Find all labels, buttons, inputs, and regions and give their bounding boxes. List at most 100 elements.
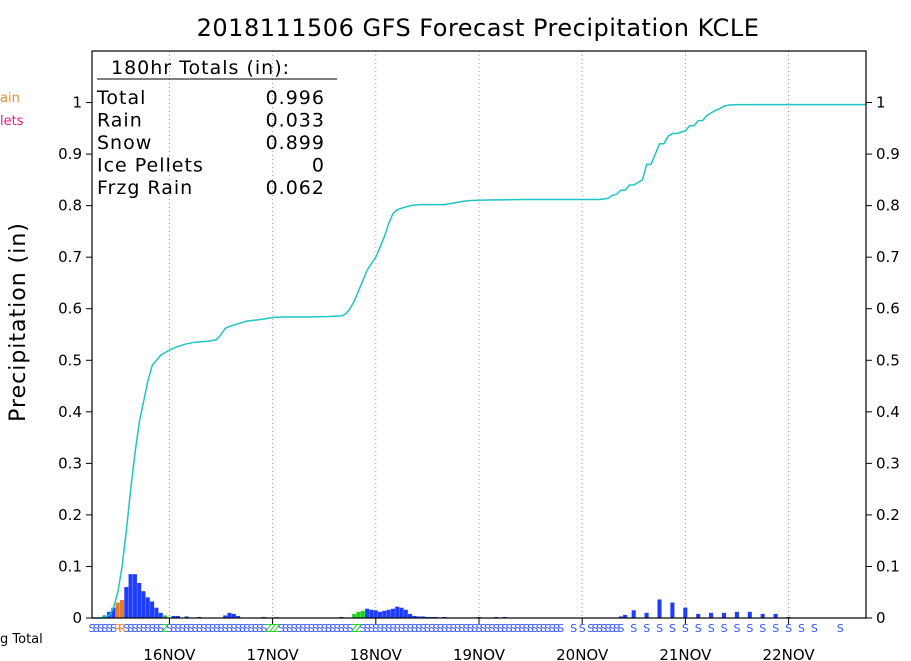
ptype-snow-label: S [656,622,663,635]
precip-bar [141,591,146,618]
ptype-snow-label: S [192,622,199,635]
ptype-snow-label: S [411,622,418,635]
y-tick-label-right: 0 [876,609,886,627]
ptype-snow-label: S [179,622,186,635]
precip-bar [356,611,361,618]
ptype-snow-label: S [617,622,624,635]
ptype-rain-label: R [118,622,126,635]
precip-bar [360,610,365,618]
precip-bar [670,602,675,618]
ptype-snow-label: S [209,622,216,635]
totals-row-label: Total [96,87,146,109]
precip-bar [399,607,404,618]
ptype-snow-label: S [286,622,293,635]
ptype-snow-label: S [243,622,250,635]
ptype-snow-label: S [153,622,160,635]
precip-bar [403,609,408,618]
ptype-snow-label: S [175,622,182,635]
ptype-snow-label: S [377,622,384,635]
precip-bar [683,607,688,618]
precip-bar [747,611,752,618]
ptype-snow-label: S [101,622,108,635]
y-tick-label-left: 0.9 [58,145,82,163]
precip-bar [223,615,228,618]
ptype-snow-label: S [540,622,547,635]
ptype-snow-label: S [359,622,366,635]
precip-bar [115,602,120,618]
x-tick-label: 19NOV [453,646,506,661]
precip-bar [145,597,150,618]
ptype-snow-label: S [368,622,375,635]
y-tick-label-left: 0.8 [58,197,82,215]
ptype-snow-label: S [196,622,203,635]
y-tick-label-left: 0.2 [58,506,82,524]
ptype-snow-label: S [811,622,818,635]
ptype-snow-label: S [587,622,594,635]
ptype-snow-label: S [205,622,212,635]
ptype-snow-label: S [746,622,753,635]
ptype-snow-label: S [402,622,409,635]
totals-row-value: 0 [312,155,325,177]
ptype-snow-label: S [329,622,336,635]
ptype-snow-label: S [682,622,689,635]
totals-row-label: Rain [97,110,143,132]
ptype-snow-label: S [463,622,470,635]
precip-bar [150,601,155,618]
x-tick-label: 18NOV [350,646,403,661]
totals-row-value: 0.062 [266,177,325,199]
ptype-snow-label: S [170,622,177,635]
ptype-snow-label: S [506,622,513,635]
ptype-snow-label: S [157,622,164,635]
ptype-snow-label: S [183,622,190,635]
totals-box: 180hr Totals (in): Total 0.996 Rain 0.033 Sn… [96,57,337,199]
hourly-bars [102,574,791,618]
ptype-snow-label: S [592,622,599,635]
ptype-frzg-label: Z [265,622,273,635]
precip-bar [119,599,125,618]
ptype-snow-label: S [467,622,474,635]
precip-bar [171,615,176,618]
ptype-snow-label: S [248,622,255,635]
y-tick-label-right: 0.4 [876,403,900,421]
precip-bar [657,599,662,618]
ptype-snow-label: S [166,622,173,635]
ptype-snow-label: S [643,622,650,635]
precip-bar [416,616,421,618]
precip-bar [227,612,232,618]
ptype-snow-label: S [140,622,147,635]
ptype-snow-label: S [394,622,401,635]
y-axis-left: 0 0.1 0.2 0.3 0.4 0.5 0.6 0.7 0.8 0.9 1 [58,94,92,627]
ptype-snow-label: S [798,622,805,635]
precip-bar [709,612,714,618]
precip-bar [395,606,400,618]
precip-bar [412,615,417,618]
ptype-snow-label: S [218,622,225,635]
y-tick-label-right: 0.2 [876,506,900,524]
ptype-snow-label: S [445,622,452,635]
precip-bar [365,608,370,618]
ptype-snow-label: S [441,622,448,635]
ptype-snow-label: S [721,622,728,635]
ptype-snow-label: S [484,622,491,635]
ptype-snow-label: S [144,622,151,635]
ptype-snow-label: S [291,622,298,635]
ptype-snow-label: S [544,622,551,635]
precip-bar [644,612,649,618]
totals-row-value: 0.033 [266,110,325,132]
ptype-rain-label: R [114,622,122,635]
precip-bar [128,574,133,618]
ptype-snow-label: S [708,622,715,635]
ptype-snow-label: S [295,622,302,635]
ptype-snow-label: S [390,622,397,635]
ptype-snow-label: S [407,622,414,635]
y-tick-label-left: 0.6 [58,300,82,318]
precip-bar [352,613,357,618]
ptype-snow-label: S [372,622,379,635]
ptype-snow-label: S [497,622,504,635]
totals-row-value: 0.996 [266,87,325,109]
totals-rows: Total 0.996 Rain 0.033 Snow 0.899 Ice Pellets 0… [96,87,325,199]
y-tick-label-right: 0.1 [876,557,900,575]
y-tick-label-left: 1 [72,94,82,112]
precip-bar [231,613,236,618]
